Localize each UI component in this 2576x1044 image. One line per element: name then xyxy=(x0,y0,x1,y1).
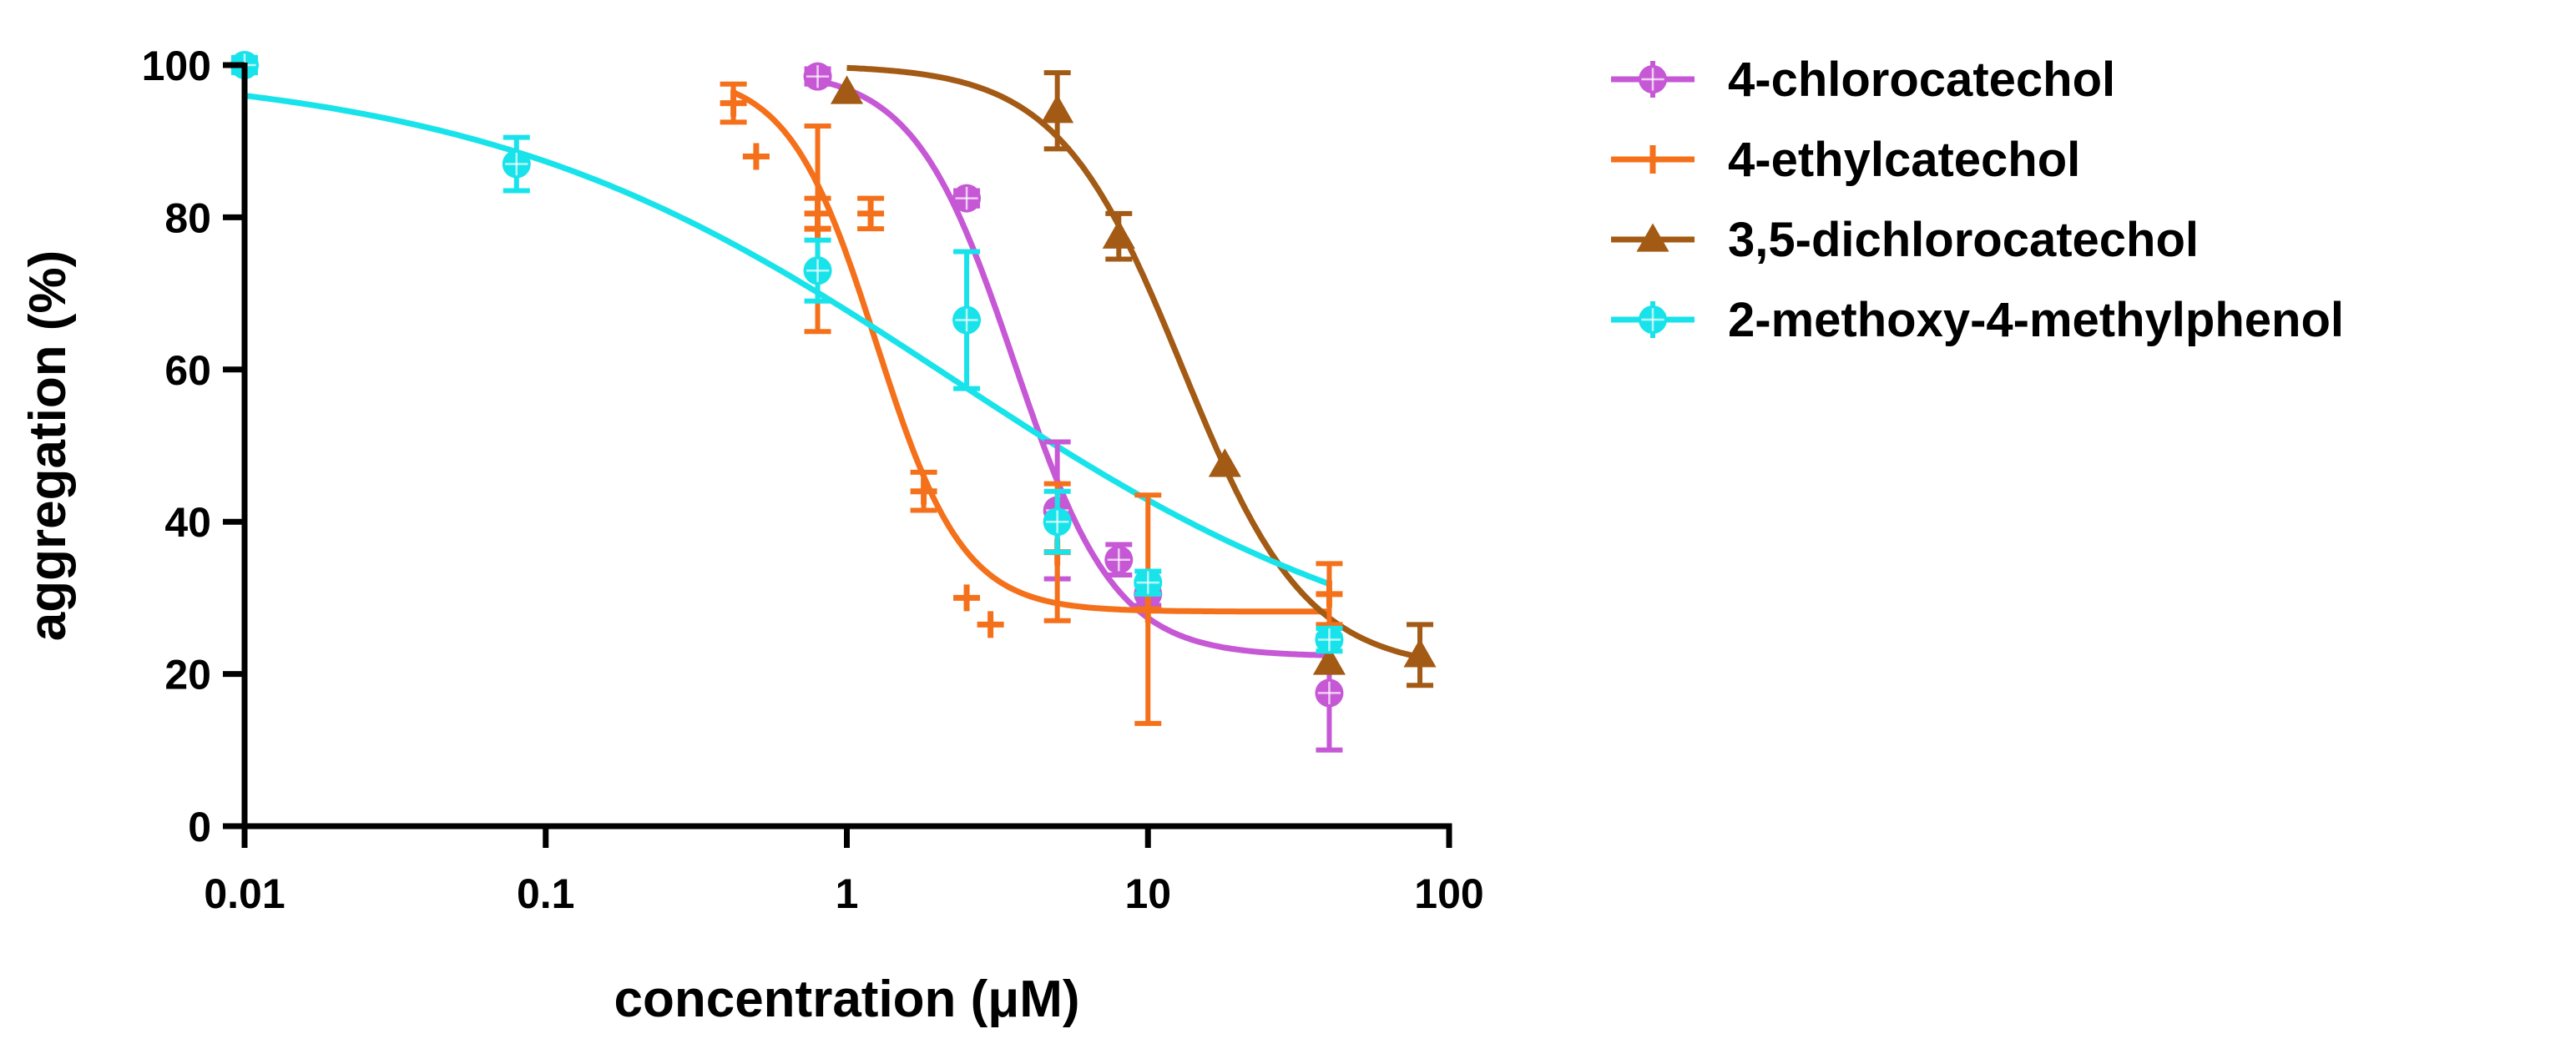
legend-label: 3,5-dichlorocatechol xyxy=(1728,213,2199,267)
data-point xyxy=(742,143,770,170)
marker xyxy=(1134,596,1162,623)
legend-item: 3,5-dichlorocatechol xyxy=(1611,213,2199,267)
marker xyxy=(1043,507,1072,537)
data-point xyxy=(952,249,982,391)
data-point xyxy=(1312,646,1346,675)
marker-triangle xyxy=(1041,94,1074,124)
marker xyxy=(1134,568,1163,598)
data-point xyxy=(1041,70,1074,152)
marker xyxy=(502,149,531,179)
marker-triangle xyxy=(830,75,864,104)
marker xyxy=(1639,65,1667,93)
legend-item: 4-ethylcatechol xyxy=(1611,133,2080,187)
data-point xyxy=(1134,492,1162,726)
marker xyxy=(830,75,864,104)
y-tick-label: 100 xyxy=(142,43,211,89)
x-tick-label: 100 xyxy=(1414,870,1483,917)
marker xyxy=(1104,545,1134,574)
legend-label: 4-ethylcatechol xyxy=(1728,133,2080,187)
marker xyxy=(742,143,770,170)
fit-curve xyxy=(846,64,1421,660)
marker xyxy=(1639,145,1667,174)
marker xyxy=(1316,580,1343,608)
legend-label: 4-chlorocatechol xyxy=(1728,53,2115,107)
marker xyxy=(1315,678,1344,708)
data-point xyxy=(857,195,885,232)
data-point xyxy=(977,611,1004,638)
y-tick-label: 40 xyxy=(164,499,211,546)
marker-triangle xyxy=(1636,223,1669,252)
x-axis-title: concentration (μM) xyxy=(614,971,1079,1028)
marker xyxy=(803,256,832,285)
marker xyxy=(804,199,831,227)
fit-curve xyxy=(732,89,1330,615)
marker xyxy=(1208,448,1241,477)
marker-triangle xyxy=(1403,638,1437,668)
data-point xyxy=(1208,448,1241,477)
data-point xyxy=(830,75,864,104)
marker xyxy=(977,611,1004,638)
y-tick-label: 20 xyxy=(164,652,211,699)
y-tick-label: 0 xyxy=(188,804,211,850)
x-tick-label: 10 xyxy=(1124,870,1171,917)
data-points xyxy=(230,51,1437,753)
marker xyxy=(1636,223,1669,252)
marker xyxy=(1403,638,1437,668)
data-point xyxy=(953,584,981,612)
marker-triangle xyxy=(1312,646,1346,675)
marker xyxy=(1315,625,1344,654)
data-point xyxy=(1043,488,1072,555)
fit-curve xyxy=(816,77,1330,658)
marker-triangle xyxy=(1208,448,1241,477)
marker xyxy=(1102,219,1135,249)
marker xyxy=(720,89,747,117)
legend-label: 2-methoxy-4-methylphenol xyxy=(1728,293,2344,347)
data-point xyxy=(502,134,531,194)
data-point xyxy=(1134,568,1163,598)
data-point xyxy=(952,184,982,213)
marker xyxy=(857,199,885,227)
fit-curves xyxy=(244,64,1421,660)
x-tick-label: 1 xyxy=(836,870,859,917)
data-point xyxy=(1102,210,1135,262)
marker-triangle xyxy=(1102,219,1135,249)
marker xyxy=(952,184,982,213)
axes xyxy=(241,63,1452,830)
data-point xyxy=(910,469,937,513)
data-point xyxy=(803,62,832,91)
data-point xyxy=(1403,622,1437,688)
y-tick-label: 80 xyxy=(164,194,211,241)
legend-item: 2-methoxy-4-methylphenol xyxy=(1611,293,2344,347)
data-point xyxy=(1316,561,1343,628)
marker xyxy=(952,305,982,335)
y-tick-label: 60 xyxy=(164,347,211,394)
x-tick-label: 0.01 xyxy=(204,870,285,917)
data-point xyxy=(720,81,747,125)
marker xyxy=(1639,305,1667,334)
marker xyxy=(1312,646,1346,675)
marker xyxy=(953,584,981,612)
x-tick-label: 0.1 xyxy=(517,870,575,917)
marker xyxy=(1041,94,1074,124)
fit-curve xyxy=(244,93,1331,587)
y-axis-title: aggregation (%) xyxy=(19,250,77,641)
data-point xyxy=(1315,625,1344,654)
marker xyxy=(910,477,937,505)
data-point xyxy=(804,195,831,232)
data-point xyxy=(803,237,832,304)
marker xyxy=(803,62,832,91)
legend: 4-chlorocatechol 4-ethylcatechol 3,5-dichl… xyxy=(1611,53,2344,347)
data-point xyxy=(1104,542,1134,578)
ticks: 0 20 40 60 80 100 0.01 0.1 1 10 100 xyxy=(142,43,1484,917)
legend-item: 4-chlorocatechol xyxy=(1611,53,2115,107)
